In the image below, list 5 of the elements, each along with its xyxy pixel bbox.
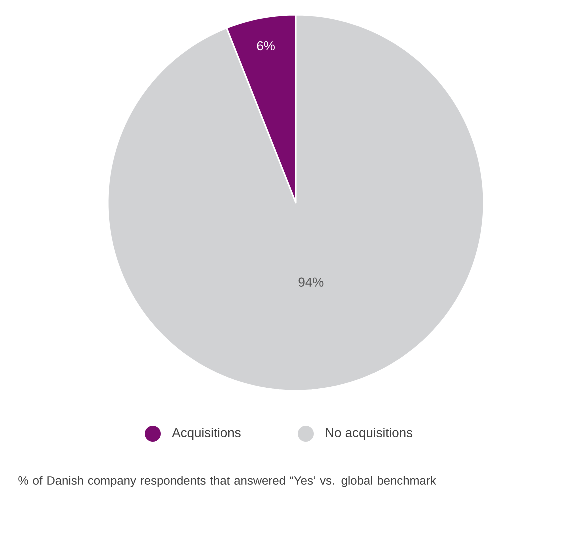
data-label: 6% — [257, 41, 275, 51]
text: % of Danish company respondents that answered “Yes’ vs. global benchmark — [18, 476, 436, 488]
legend-label: Acquisitions — [172, 428, 241, 440]
data-label: 94% — [298, 278, 324, 287]
legend-label: No acquisitions — [326, 428, 413, 440]
